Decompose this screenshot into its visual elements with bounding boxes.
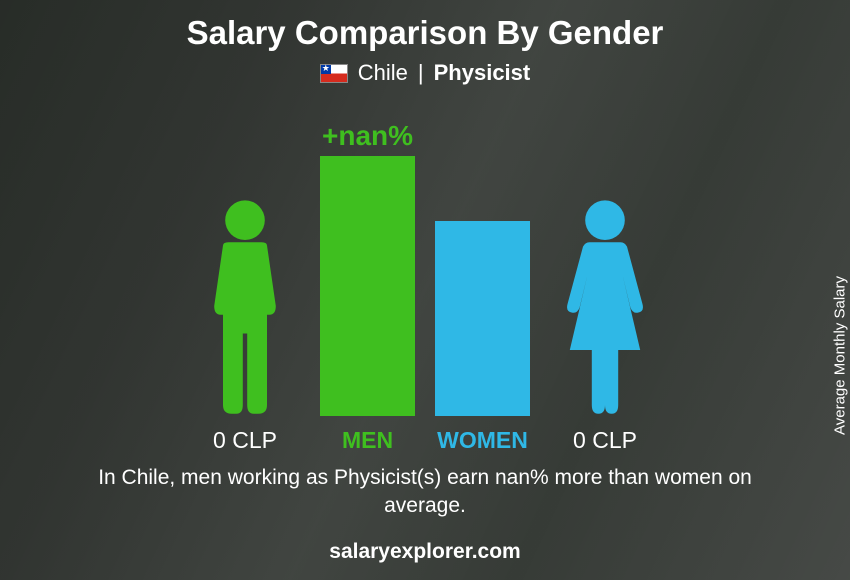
men-salary-label: 0 CLP [190, 427, 300, 454]
man-icon [190, 196, 300, 416]
chart-row: +nan% [0, 156, 850, 416]
occupation-label: Physicist [434, 60, 531, 86]
men-icon-wrap [190, 196, 300, 416]
separator: | [418, 60, 424, 86]
women-label: WOMEN [435, 427, 530, 454]
women-icon-wrap [550, 196, 660, 416]
summary-text: In Chile, men working as Physicist(s) ea… [0, 456, 850, 521]
subtitle: Chile | Physicist [0, 60, 850, 86]
labels-row: 0 CLP MEN WOMEN 0 CLP [0, 427, 850, 454]
men-bar: +nan% [320, 156, 415, 416]
percent-diff-label: +nan% [322, 120, 413, 152]
women-bar [435, 221, 530, 416]
page-title: Salary Comparison By Gender [0, 0, 850, 52]
country-label: Chile [358, 60, 408, 86]
woman-icon [550, 196, 660, 416]
chart-area: Average Monthly Salary +nan% 0 CLP MEN W… [0, 96, 850, 456]
women-salary-label: 0 CLP [550, 427, 660, 454]
chile-flag-icon [320, 64, 348, 83]
footer-site: salaryexplorer.com [0, 540, 850, 564]
men-label: MEN [320, 427, 415, 454]
bar-group: +nan% [320, 156, 530, 416]
